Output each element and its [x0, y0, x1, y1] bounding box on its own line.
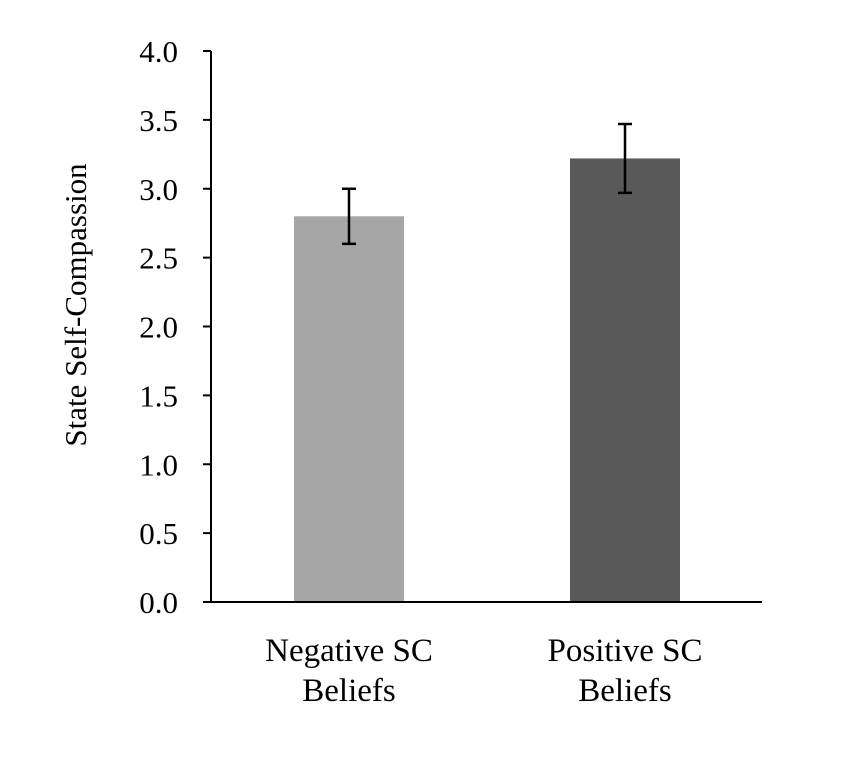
error-bar-0 [342, 187, 356, 246]
x-category-label-line: Positive SC [548, 633, 703, 669]
x-category-label-line: Negative SC [265, 633, 433, 669]
y-tick-label: 3.5 [139, 103, 178, 138]
y-tick-label: 4.0 [139, 34, 178, 69]
error-bar-1 [618, 122, 632, 195]
x-category-label-line: Beliefs [302, 673, 395, 709]
bar-1 [570, 158, 680, 602]
y-tick-label: 1.5 [139, 378, 178, 413]
y-tick-label: 2.0 [139, 310, 178, 345]
y-axis-title: State Self-Compassion [58, 163, 93, 447]
y-tick-label: 1.0 [139, 447, 178, 482]
y-tick-label: 2.5 [139, 241, 178, 276]
x-category-label-1: Positive SC Beliefs [548, 633, 703, 709]
y-tick-label: 3.0 [139, 172, 178, 207]
y-tick-label: 0.5 [139, 516, 178, 551]
bar-0 [294, 216, 404, 603]
x-category-label-line: Beliefs [578, 673, 671, 709]
x-category-label-0: Negative SC Beliefs [265, 633, 433, 709]
y-tick-label: 0.0 [139, 585, 178, 620]
